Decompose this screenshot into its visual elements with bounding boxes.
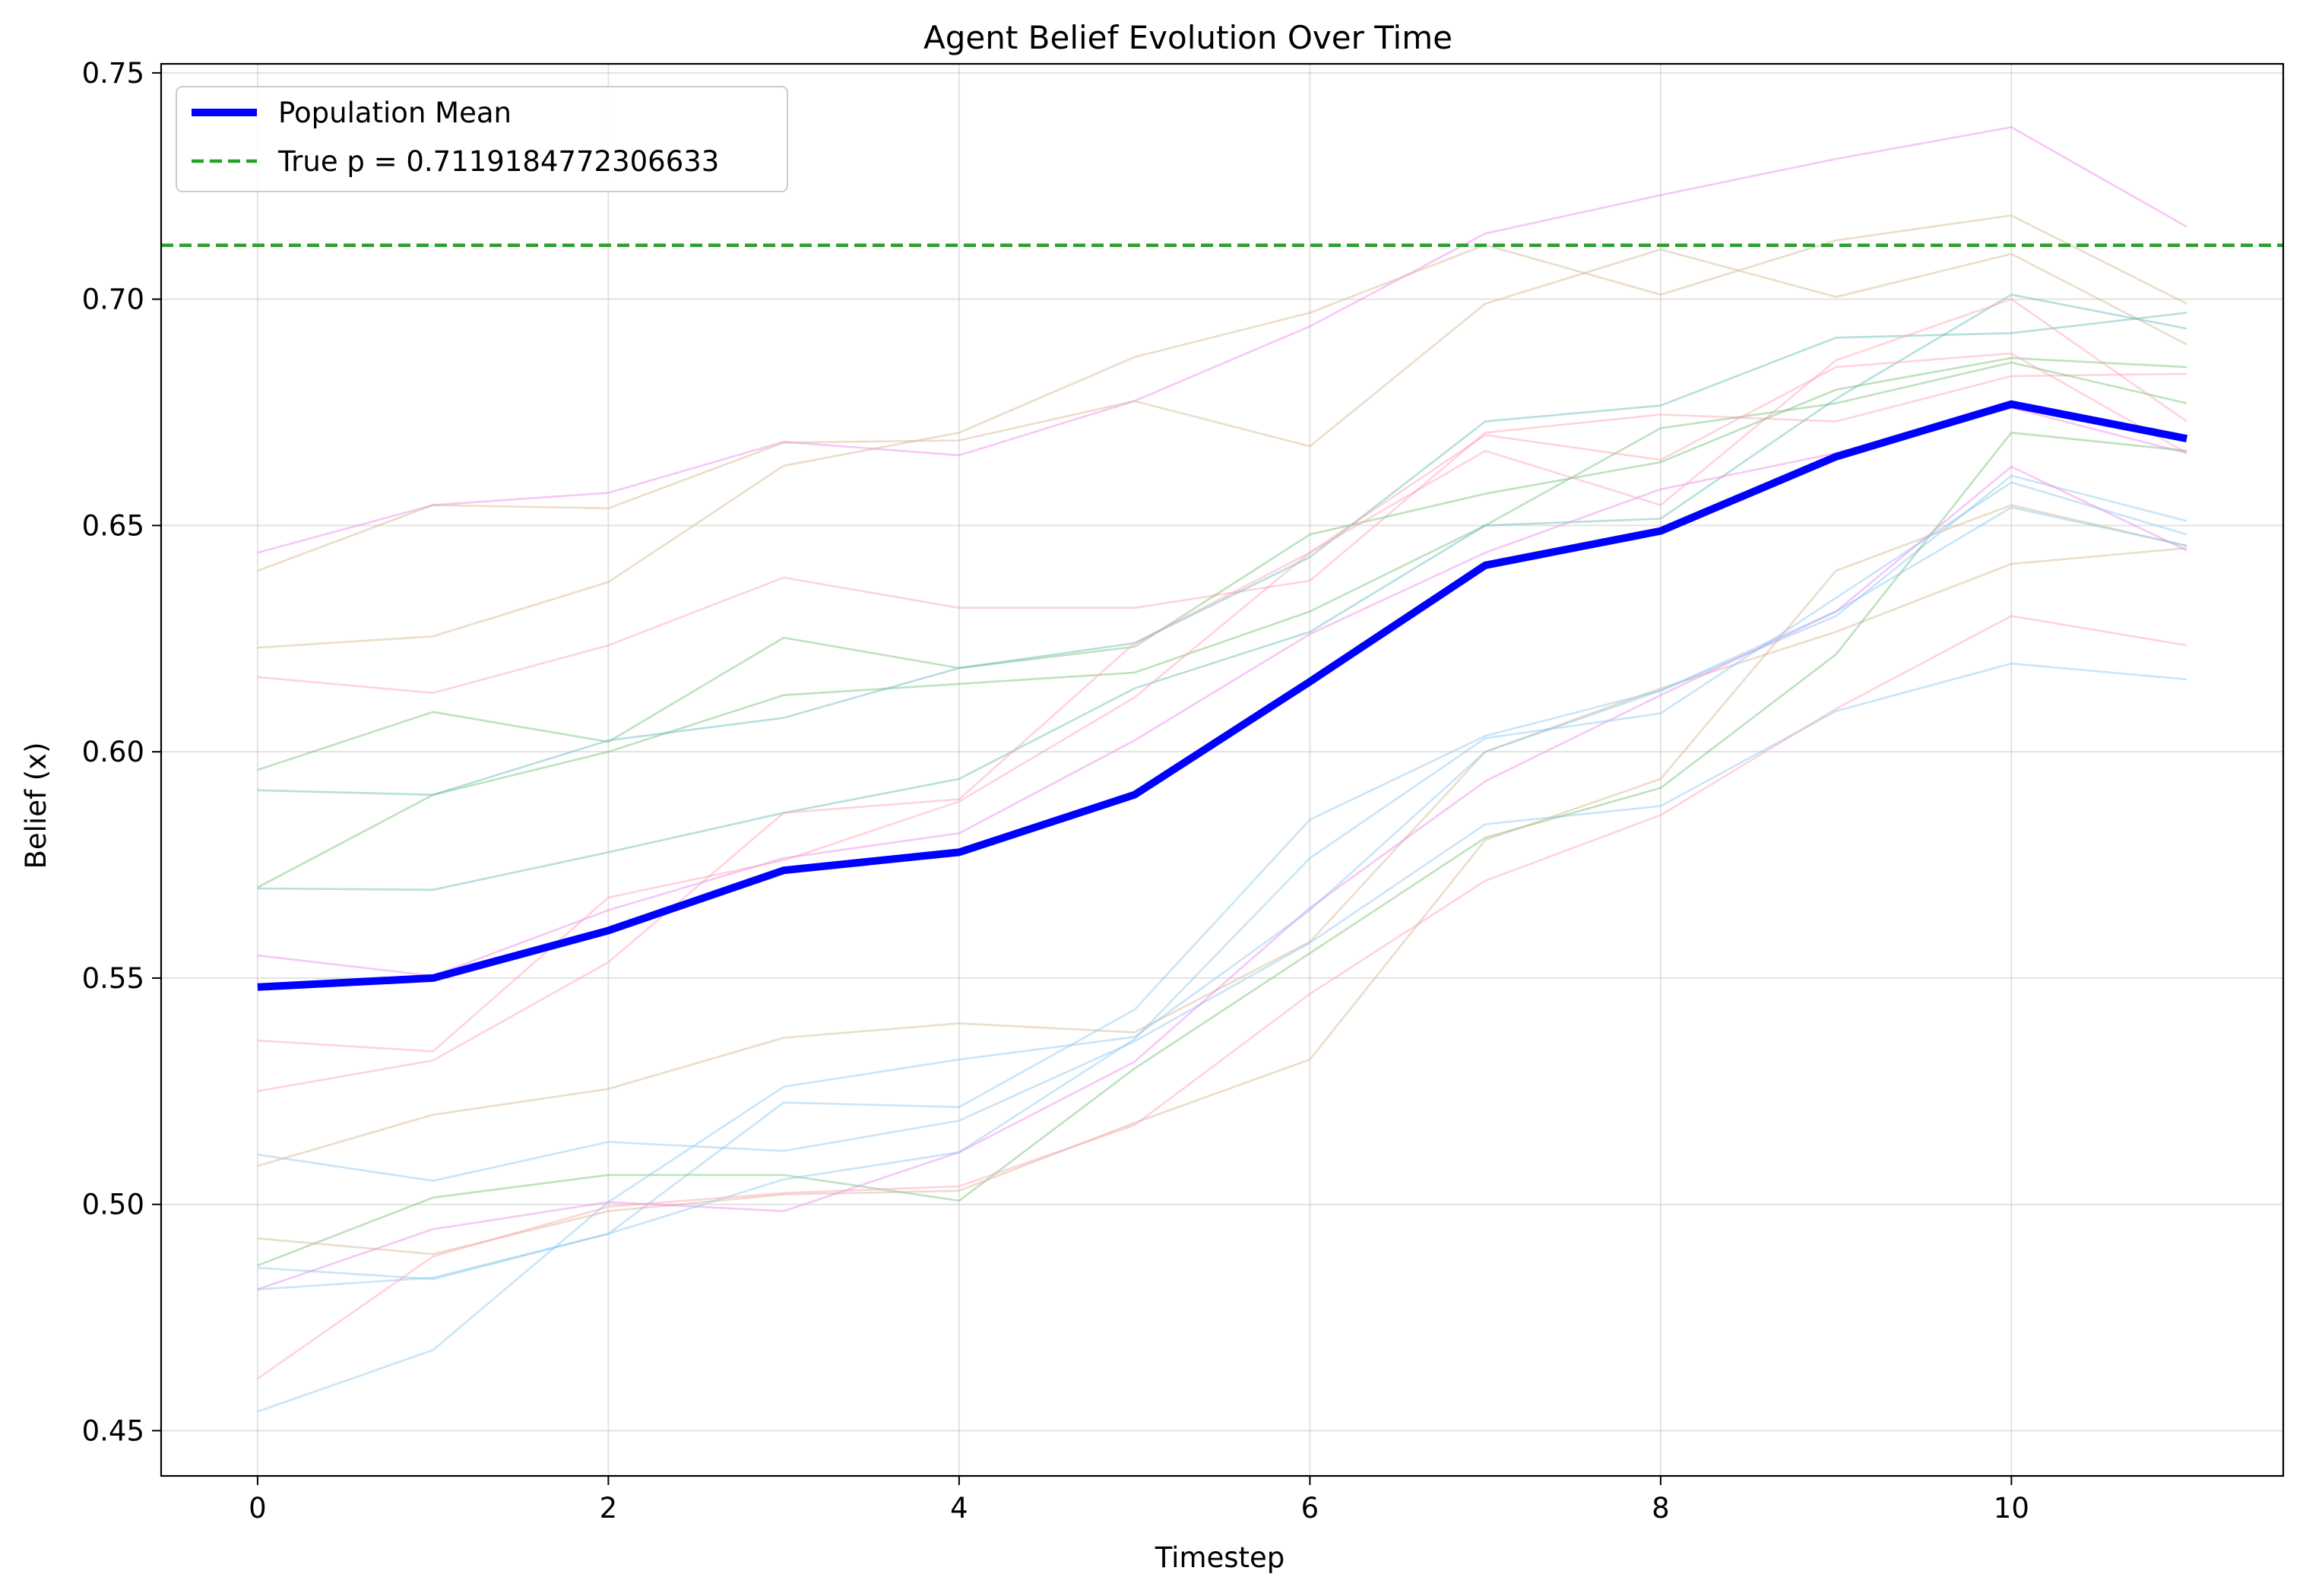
agent-belief-line [257,504,2187,1256]
plot-frame [160,62,2285,1477]
x-tick-label: 8 [1652,1492,1670,1525]
y-tick-label: 0.60 [82,736,144,768]
agent-belief-line [257,506,2187,1413]
agent-belief-line [257,352,2187,1093]
agent-belief-line [257,298,2187,1053]
agent-belief-line [257,615,2187,1380]
y-tick-label: 0.50 [82,1189,144,1221]
legend-reference-label: True p = 0.7119184772306633 [277,145,719,178]
grid [161,64,2283,1476]
population-mean-line [257,400,2188,991]
agent-belief-line [257,546,2187,1167]
y-tick-label: 0.55 [82,962,144,995]
agent-belief-line [257,372,2187,695]
x-tick-label: 10 [1994,1492,2029,1525]
agent-belief-line [257,293,2187,891]
y-tick-label: 0.70 [82,283,144,316]
x-tick-label: 2 [600,1492,618,1525]
mean-line-layer [257,400,2188,991]
agent-belief-line [257,312,2187,796]
y-axis-title: Belief (x) [20,742,52,869]
y-tick-label: 0.65 [82,509,144,542]
agent-belief-line [257,662,2187,1182]
agent-belief-line [257,126,2187,554]
x-tick-label: 0 [249,1492,267,1525]
x-tick-label: 4 [950,1492,968,1525]
agent-belief-line [257,481,2187,1290]
agent-belief-line [257,431,2187,1267]
x-tick-label: 6 [1301,1492,1319,1525]
y-axis-ticks: 0.45 0.50 0.55 0.60 0.65 0.70 0.75 [82,57,161,1447]
y-tick-label: 0.45 [82,1414,144,1447]
y-tick-label: 0.75 [82,57,144,90]
agent-belief-line [257,465,2187,1290]
agent-belief-line [257,361,2187,888]
agent-belief-line [257,248,2187,572]
agent-belief-line [257,474,2187,1281]
x-axis-ticks: 0 2 4 6 8 10 [249,1476,2029,1525]
legend-mean-label: Population Mean [278,97,512,129]
agent-belief-line [257,356,2187,771]
agent-belief-line [257,214,2187,649]
legend-box [176,86,788,192]
chart-title: Agent Belief Evolution Over Time [923,19,1452,56]
x-axis-title: Timestep [1155,1541,1285,1574]
legend: Population Mean True p = 0.7119184772306… [176,86,788,192]
